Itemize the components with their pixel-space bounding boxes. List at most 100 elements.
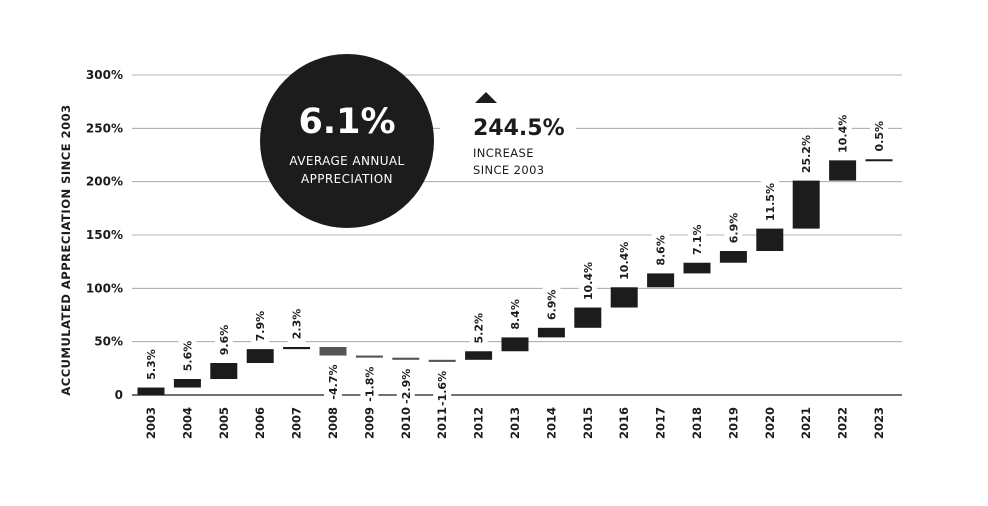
x-tick-label: 2009	[362, 407, 376, 439]
x-tick-label: 2017	[654, 407, 668, 439]
data-label: -1.8%	[363, 367, 376, 402]
data-label: 6.9%	[727, 213, 740, 244]
x-tick-label: 2021	[799, 407, 813, 439]
average-callout-circle	[260, 54, 434, 228]
label-backdrop	[797, 131, 816, 177]
x-tick-label: 2022	[836, 407, 850, 439]
x-tick-label: 2006	[253, 407, 267, 439]
bar-2010	[392, 357, 420, 360]
x-tick-label: 2007	[290, 407, 304, 439]
label-backdrop	[833, 111, 852, 157]
label-backdrop	[724, 209, 743, 247]
x-tick-label: 2005	[217, 407, 231, 439]
data-label: -1.6%	[436, 371, 449, 406]
y-axis-label: ACCUMULATED APPRECIATION SINCE 2003	[59, 104, 73, 395]
x-tick-label: 2012	[472, 407, 486, 439]
bar-2012	[465, 351, 493, 360]
bar-2017	[647, 273, 675, 288]
data-label: 10.4%	[582, 262, 595, 300]
data-label: 5.2%	[473, 313, 486, 344]
data-label: 8.4%	[509, 299, 522, 330]
data-label: 10.4%	[837, 115, 850, 153]
bar-2008	[319, 347, 347, 356]
bar-2007	[283, 347, 311, 350]
bar-2020	[756, 228, 784, 251]
label-backdrop	[578, 258, 597, 304]
x-tick-label: 2003	[144, 407, 158, 439]
data-label: 5.6%	[181, 341, 194, 372]
label-backdrop	[433, 365, 452, 411]
bar-2013	[501, 337, 529, 352]
increase-callout: 244.5% INCREASE SINCE 2003	[440, 92, 576, 177]
data-label: -4.7%	[327, 364, 340, 399]
x-tick-label: 2004	[180, 407, 194, 439]
x-tick-label: 2018	[690, 407, 704, 439]
y-tick-label: 300%	[86, 68, 123, 82]
bar-2016	[610, 287, 638, 308]
bar-2022	[829, 160, 857, 181]
average-callout: 6.1% AVERAGE ANNUAL APPRECIATION	[260, 54, 434, 228]
bar-2006	[246, 349, 274, 363]
data-label: 8.6%	[655, 235, 668, 266]
label-backdrop	[214, 321, 233, 359]
data-labels: 5.3% 5.6% 9.6% 7.9% 2.3% -4.7% -1.8% -2.9% -1.6%…	[142, 111, 888, 411]
x-tick-labels: 2003 2004 2005 2006 2007 2008 2009 2010 2011 2012…	[144, 407, 886, 439]
bars	[137, 159, 893, 395]
label-backdrop	[178, 337, 197, 375]
average-line1: AVERAGE ANNUAL	[289, 154, 404, 168]
bar-2018	[683, 262, 711, 274]
label-backdrop	[688, 220, 706, 259]
x-tick-label: 2010	[399, 407, 413, 439]
bar-2014	[537, 327, 565, 338]
bar-2005	[210, 363, 238, 379]
increase-callout-backdrop	[440, 110, 576, 150]
label-backdrop	[396, 363, 415, 409]
bar-2021	[792, 180, 820, 229]
average-line2: APPRECIATION	[301, 172, 393, 186]
data-label: -2.9%	[400, 369, 413, 404]
y-tick-label: 250%	[86, 121, 123, 135]
bar-2004	[173, 379, 201, 388]
label-backdrop	[870, 117, 888, 156]
data-label: 2.3%	[291, 309, 304, 340]
x-tick-label: 2013	[508, 407, 522, 439]
x-tick-label: 2023	[872, 407, 886, 439]
increase-value: 244.5%	[473, 116, 565, 141]
data-label: 7.1%	[691, 224, 704, 255]
data-label: 9.6%	[218, 325, 231, 356]
x-tick-label: 2020	[763, 407, 777, 439]
label-backdrop	[142, 345, 160, 384]
y-tick-label: 0	[115, 388, 123, 402]
triangle-up-icon	[475, 92, 497, 103]
label-backdrop	[760, 179, 779, 225]
data-label: 5.3%	[145, 349, 158, 380]
bar-2011	[428, 359, 456, 362]
data-label: 25.2%	[800, 135, 813, 173]
average-value: 6.1%	[298, 102, 395, 142]
y-tick-labels: 0 50% 100% 150% 200% 250% 300%	[86, 68, 123, 402]
y-tick-label: 200%	[86, 175, 123, 189]
data-label: 0.5%	[873, 121, 886, 152]
increase-line2: SINCE 2003	[473, 163, 545, 177]
label-backdrop	[542, 285, 561, 324]
bar-2009	[355, 355, 383, 358]
label-backdrop	[615, 238, 634, 284]
data-label: 11.5%	[764, 183, 777, 221]
x-tick-label: 2015	[581, 407, 595, 439]
label-backdrop	[469, 309, 488, 348]
x-tick-label: 2014	[544, 407, 558, 439]
label-backdrop	[324, 359, 342, 405]
x-tick-label: 2008	[326, 407, 340, 439]
label-backdrop	[360, 361, 379, 407]
y-tick-label: 100%	[86, 281, 123, 295]
bar-2023	[865, 159, 893, 162]
x-tick-label: 2011	[435, 407, 449, 439]
label-backdrop	[251, 307, 270, 346]
data-label: 6.9%	[545, 290, 558, 321]
bar-2015	[574, 307, 602, 328]
label-backdrop	[287, 305, 306, 343]
x-tick-label: 2016	[617, 407, 631, 439]
x-tick-label: 2019	[726, 407, 740, 439]
data-label: 10.4%	[618, 242, 631, 280]
